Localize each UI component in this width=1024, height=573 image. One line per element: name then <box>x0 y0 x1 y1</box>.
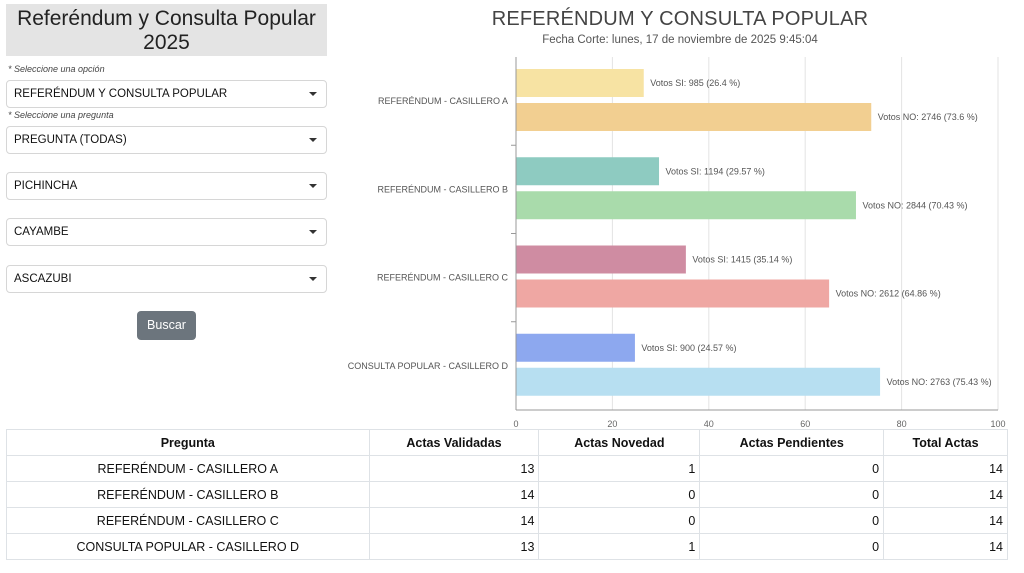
x-tick-label: 60 <box>800 419 810 429</box>
bar-data-label: Votos SI: 1415 (35.14 %) <box>692 255 792 265</box>
bar <box>516 245 686 274</box>
canton-select[interactable]: CAYAMBE <box>6 218 327 246</box>
table-cell: 13 <box>368 533 540 560</box>
table-header: Pregunta <box>6 429 370 456</box>
category-label: REFERÉNDUM - CASILLERO A <box>378 96 508 106</box>
table-cell: 0 <box>699 455 885 482</box>
chevron-down-icon <box>309 184 317 188</box>
table-cell: 0 <box>699 481 885 508</box>
bar <box>516 279 830 308</box>
table-cell: 0 <box>538 507 701 534</box>
category-label: REFERÉNDUM - CASILLERO C <box>377 273 509 283</box>
bar-data-label: Votos NO: 2763 (75.43 %) <box>887 377 992 387</box>
parish-select-value: ASCAZUBI <box>14 273 72 285</box>
option-hint: * Seleccione una opción <box>8 64 105 74</box>
x-tick-label: 0 <box>513 419 518 429</box>
table-cell: 14 <box>883 481 1008 508</box>
table-row: REFERÉNDUM - CASILLERO C 14 0 0 14 <box>6 507 1008 534</box>
table-header: Total Actas <box>883 429 1008 456</box>
table-header: Actas Validadas <box>368 429 540 456</box>
table-cell: 1 <box>538 533 701 560</box>
bar <box>516 157 660 186</box>
parish-select[interactable]: ASCAZUBI <box>6 265 327 293</box>
province-select-value: PICHINCHA <box>14 180 78 192</box>
canton-select-value: CAYAMBE <box>14 226 69 238</box>
table-cell: 1 <box>538 455 701 482</box>
table-cell: 0 <box>699 533 885 560</box>
bar <box>516 191 856 220</box>
table-cell: REFERÉNDUM - CASILLERO B <box>6 481 370 508</box>
x-tick-label: 40 <box>704 419 714 429</box>
bar <box>516 367 881 396</box>
table-cell: 14 <box>368 507 540 534</box>
bar-data-label: Votos NO: 2612 (64.86 %) <box>836 289 941 299</box>
chevron-down-icon <box>309 92 317 96</box>
table-cell: 14 <box>368 481 540 508</box>
table-cell: REFERÉNDUM - CASILLERO A <box>6 455 370 482</box>
x-tick-label: 80 <box>897 419 907 429</box>
search-button[interactable]: Buscar <box>137 311 196 340</box>
bar-data-label: Votos SI: 985 (26.4 %) <box>650 78 740 88</box>
table-header-row: Pregunta Actas Validadas Actas Novedad A… <box>6 429 1008 456</box>
table-cell: 0 <box>699 507 885 534</box>
table-header: Actas Pendientes <box>699 429 885 456</box>
bar-data-label: Votos NO: 2746 (73.6 %) <box>878 112 978 122</box>
chevron-down-icon <box>309 277 317 281</box>
bar-data-label: Votos SI: 1194 (29.57 %) <box>666 166 765 176</box>
table-cell: 14 <box>883 455 1008 482</box>
table-header: Actas Novedad <box>538 429 701 456</box>
chart-title: REFERÉNDUM Y CONSULTA POPULAR <box>491 8 869 30</box>
question-hint: * Seleccione una pregunta <box>8 110 114 120</box>
bar-data-label: Votos SI: 900 (24.57 %) <box>641 343 736 353</box>
chart-subtitle: Fecha Corte: lunes, 17 de noviembre de 2… <box>542 34 818 46</box>
x-tick-label: 100 <box>990 419 1005 429</box>
chevron-down-icon <box>309 230 317 234</box>
option-select-value: REFERÉNDUM Y CONSULTA POPULAR <box>14 88 228 100</box>
option-select[interactable]: REFERÉNDUM Y CONSULTA POPULAR <box>6 80 327 108</box>
question-select[interactable]: PREGUNTA (TODAS) <box>6 126 327 154</box>
bar <box>516 69 644 97</box>
bar <box>516 333 635 362</box>
province-select[interactable]: PICHINCHA <box>6 172 327 200</box>
category-label: CONSULTA POPULAR - CASILLERO D <box>348 361 509 371</box>
results-chart: 0 20 40 60 80 100 REFERÉNDUM - CASILLERO A REFE… <box>348 57 1006 429</box>
table-row: REFERÉNDUM - CASILLERO A 13 1 0 14 <box>6 455 1008 482</box>
x-tick-label: 20 <box>607 419 617 429</box>
table-cell: 0 <box>538 481 701 508</box>
table-cell: 14 <box>883 533 1008 560</box>
page-title: Referéndum y Consulta Popular 2025 <box>6 4 327 56</box>
category-label: REFERÉNDUM - CASILLERO B <box>377 184 508 194</box>
table-cell: 14 <box>883 507 1008 534</box>
table-row: REFERÉNDUM - CASILLERO B 14 0 0 14 <box>6 481 1008 508</box>
table-cell: REFERÉNDUM - CASILLERO C <box>6 507 370 534</box>
bar <box>516 103 872 131</box>
question-select-value: PREGUNTA (TODAS) <box>14 134 127 146</box>
chevron-down-icon <box>309 138 317 142</box>
table-cell: CONSULTA POPULAR - CASILLERO D <box>6 533 370 560</box>
results-table: Pregunta Actas Validadas Actas Novedad A… <box>6 429 1008 560</box>
table-row: CONSULTA POPULAR - CASILLERO D 13 1 0 14 <box>6 533 1008 560</box>
table-cell: 13 <box>368 455 540 482</box>
bar-data-label: Votos NO: 2844 (70.43 %) <box>862 200 967 210</box>
